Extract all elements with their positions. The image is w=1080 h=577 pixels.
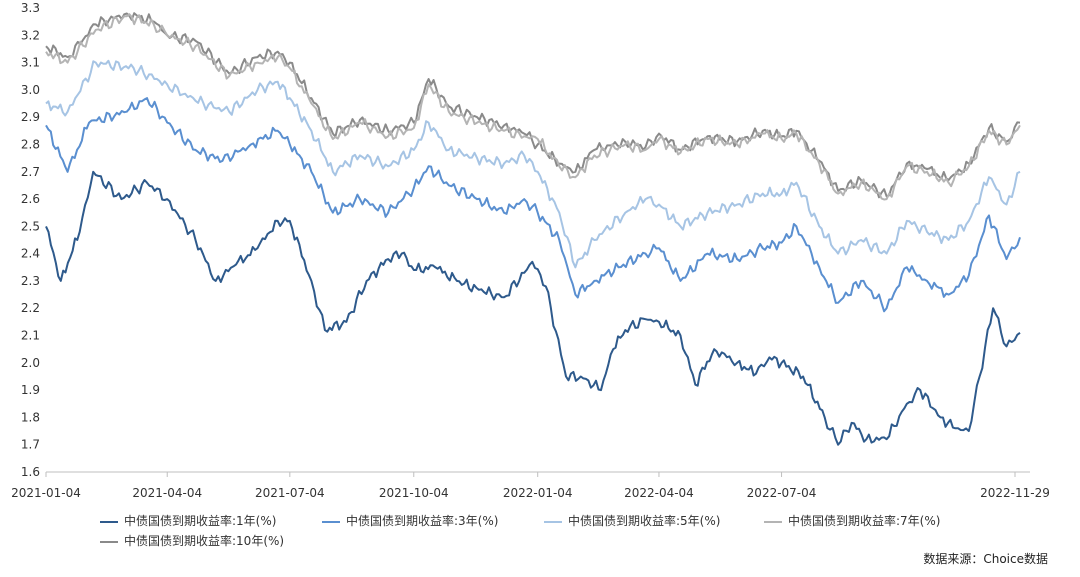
x-tick-label: 2021-10-04 <box>379 486 449 500</box>
legend-label-3y: 中债国债到期收益率:3年(%) <box>346 514 499 528</box>
legend-item-5y: 中债国债到期收益率:5年(%) <box>544 512 720 529</box>
source-note: 数据来源：Choice数据 <box>923 552 1048 566</box>
y-tick-label: 3.2 <box>21 28 40 42</box>
legend-swatch-1y <box>100 520 118 523</box>
x-tick-label: 2021-01-04 <box>11 486 81 500</box>
legend-label-10y: 中债国债到期收益率:10年(%) <box>124 534 285 548</box>
x-tick-label: 2022-01-04 <box>503 486 573 500</box>
y-tick-label: 1.9 <box>21 383 40 397</box>
x-tick-label: 2021-04-04 <box>132 486 202 500</box>
series-line-1y <box>45 170 1021 446</box>
legend-swatch-7y <box>764 520 782 523</box>
y-tick-label: 2.9 <box>21 110 40 124</box>
y-tick-label: 1.8 <box>21 410 40 424</box>
y-tick-label: 2.6 <box>21 192 40 206</box>
legend-item-3y: 中债国债到期收益率:3年(%) <box>322 512 498 529</box>
legend-swatch-5y <box>544 520 562 523</box>
x-axis: 2021-01-04 2021-04-04 2021-07-04 2021-10-04… <box>11 472 1050 500</box>
x-tick-label: 2022-11-29 <box>980 486 1050 500</box>
legend-label-5y: 中债国债到期收益率:5年(%) <box>568 514 721 528</box>
x-tick-label: 2021-07-04 <box>255 486 325 500</box>
y-tick-label: 2.0 <box>21 356 40 370</box>
y-tick-label: 3.0 <box>21 83 40 97</box>
y-axis: 1.6 1.7 1.8 1.9 2.0 2.1 2.2 2.3 2.4 2.5 2.6 2.7 2.8 2… <box>21 1 40 479</box>
legend-label-7y: 中债国债到期收益率:7年(%) <box>788 514 941 528</box>
x-tick-label: 2022-04-04 <box>624 486 694 500</box>
series-line-10y <box>45 12 1021 199</box>
series-layer <box>45 12 1021 446</box>
y-tick-label: 2.5 <box>21 219 40 233</box>
legend-item-10y: 中债国债到期收益率:10年(%) <box>100 532 284 549</box>
series-line-7y <box>45 13 1021 201</box>
y-tick-label: 2.1 <box>21 329 40 343</box>
legend-swatch-10y <box>100 540 118 543</box>
y-tick-label: 3.3 <box>21 1 40 15</box>
y-tick-label: 1.7 <box>21 438 40 452</box>
series-line-3y <box>45 97 1021 313</box>
legend-item-7y: 中债国债到期收益率:7年(%) <box>764 512 940 529</box>
legend-swatch-3y <box>322 520 340 523</box>
x-tick-label: 2022-07-04 <box>747 486 817 500</box>
y-tick-label: 2.2 <box>21 301 40 315</box>
legend-label-1y: 中债国债到期收益率:1年(%) <box>124 514 277 528</box>
y-tick-label: 2.3 <box>21 274 40 288</box>
y-tick-label: 2.7 <box>21 165 40 179</box>
series-line-5y <box>45 59 1021 269</box>
y-tick-label: 2.8 <box>21 137 40 151</box>
y-tick-label: 2.4 <box>21 247 40 261</box>
legend-item-1y: 中债国债到期收益率:1年(%) <box>100 512 276 529</box>
y-tick-label: 1.6 <box>21 465 40 479</box>
y-tick-label: 3.1 <box>21 56 40 70</box>
